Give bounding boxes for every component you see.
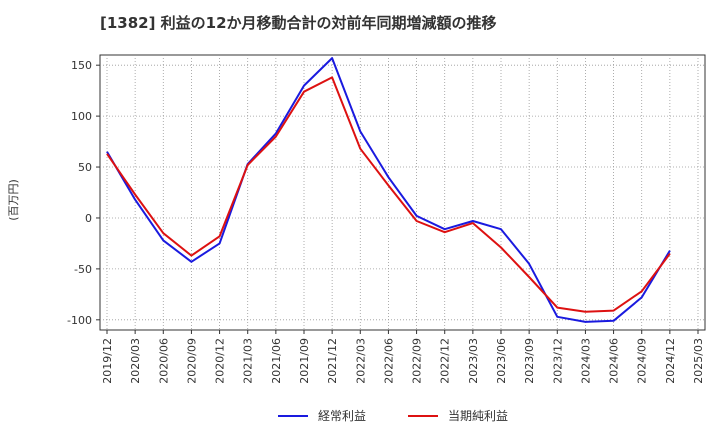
x-tick-label: 2022/09 — [411, 338, 424, 384]
x-tick-label: 2021/06 — [270, 338, 283, 384]
x-tick-label: 2021/12 — [326, 338, 339, 384]
y-tick-label: -100 — [67, 314, 92, 327]
y-axis-label: (百万円) — [7, 179, 20, 221]
x-tick-label: 2024/09 — [636, 338, 649, 384]
y-tick-label: 50 — [78, 161, 92, 174]
x-tick-label: 2024/12 — [664, 338, 677, 384]
x-tick-label: 2021/09 — [298, 338, 311, 384]
y-tick-label: 100 — [71, 110, 92, 123]
x-tick-label: 2020/03 — [129, 338, 142, 384]
x-tick-label: 2022/06 — [382, 338, 395, 384]
y-tick-label: 0 — [85, 212, 92, 225]
x-tick-label: 2025/03 — [692, 338, 705, 384]
y-tick-label: 150 — [71, 59, 92, 72]
legend-label-0: 経常利益 — [318, 409, 366, 423]
series-line-0 — [106, 57, 671, 323]
legend-label-1: 当期純利益 — [448, 409, 508, 423]
x-tick-label: 2023/03 — [467, 338, 480, 384]
x-tick-label: 2023/09 — [523, 338, 536, 384]
x-tick-label: 2022/12 — [439, 338, 452, 384]
grid — [100, 55, 705, 330]
x-tick-label: 2023/06 — [495, 338, 508, 384]
x-tick-label: 2020/06 — [157, 338, 170, 384]
x-tick-label: 2020/12 — [214, 338, 227, 384]
x-tick-label: 2023/12 — [551, 338, 564, 384]
legend: 経常利益 当期純利益 — [278, 409, 508, 423]
x-tick-label: 2021/03 — [242, 338, 255, 384]
x-tick-label: 2022/03 — [354, 338, 367, 384]
series-lines — [106, 57, 671, 323]
y-axis: 150 100 50 0 -50 -100 — [67, 59, 100, 327]
x-axis: 2019/12 2020/03 2020/06 2020/09 2020/12 2021/… — [101, 330, 705, 384]
x-tick-label: 2024/06 — [608, 338, 621, 384]
chart-title: [1382] 利益の12か月移動合計の対前年同期増減額の推移 — [100, 14, 497, 32]
x-tick-label: 2019/12 — [101, 338, 114, 384]
plot-area — [99, 54, 706, 331]
x-tick-label: 2024/03 — [579, 338, 592, 384]
x-tick-label: 2020/09 — [185, 338, 198, 384]
y-tick-label: -50 — [74, 263, 92, 276]
series-line-1 — [106, 76, 671, 313]
